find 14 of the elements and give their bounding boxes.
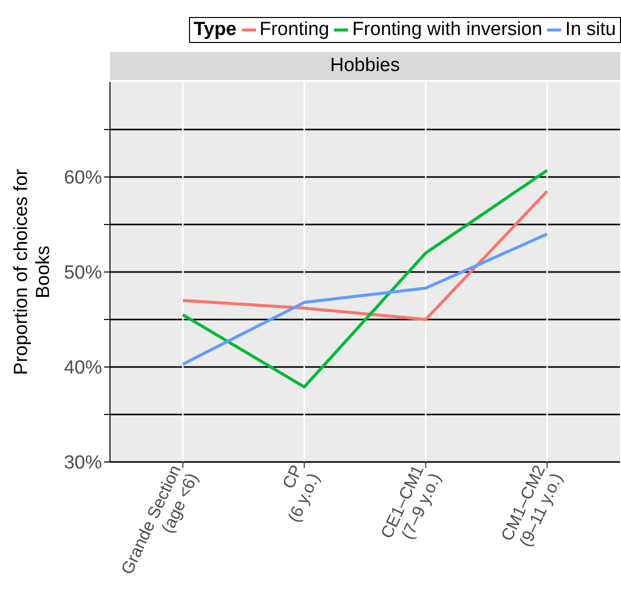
line-series [181,168,549,388]
y-tick-label: 40% [64,358,102,379]
x-tick-label: CP (6 y.o.) [278,462,324,526]
y-axis-title: Proportion of choices for Books [11,168,54,375]
y-tick-label: 30% [64,452,102,474]
y-tick-label: 60% [64,168,102,189]
line-series [181,232,549,366]
y-tick-label: 50% [64,262,102,284]
line-series [181,190,549,321]
legend-label: Fronting [260,19,330,41]
legend-label: In situ [565,19,616,41]
legend-label: Fronting with inversion [352,19,542,41]
chart-title: Hobbies [110,52,620,80]
legend-title: Type [194,19,236,41]
